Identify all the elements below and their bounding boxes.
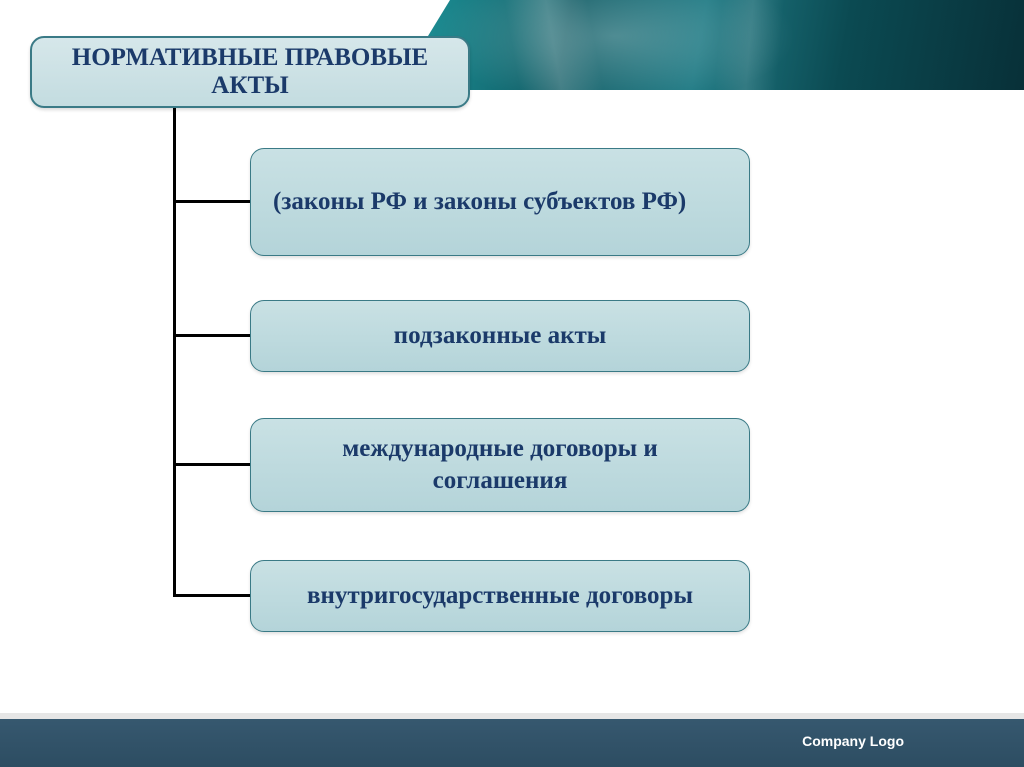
- slide-canvas: НОРМАТИВНЫЕ ПРАВОВЫЕ АКТЫ законы (законы…: [0, 0, 1024, 767]
- connector-trunk: [173, 108, 176, 596]
- node-child-2: подзаконные акты: [250, 300, 750, 372]
- node-root: НОРМАТИВНЫЕ ПРАВОВЫЕ АКТЫ: [30, 36, 470, 108]
- footer-accent: [0, 713, 1024, 719]
- node-root-label: НОРМАТИВНЫЕ ПРАВОВЫЕ АКТЫ: [42, 44, 458, 100]
- footer-band: Company Logo: [0, 719, 1024, 767]
- node-child-4-label: внутригосударственные договоры: [307, 580, 693, 613]
- node-child-1: (законы РФ и законы субъектов РФ): [250, 148, 750, 256]
- node-child-2-label: подзаконные акты: [394, 320, 607, 353]
- connector-branch-4: [173, 594, 250, 597]
- node-child-4: внутригосударственные договоры: [250, 560, 750, 632]
- node-child-3: международные договоры и соглашения: [250, 418, 750, 512]
- node-child-3-label: международные договоры и соглашения: [273, 433, 727, 498]
- connector-branch-3: [173, 463, 250, 466]
- connector-branch-2: [173, 334, 250, 337]
- connector-branch-1: [173, 200, 250, 203]
- node-child-1-label: (законы РФ и законы субъектов РФ): [273, 186, 686, 219]
- footer-text: Company Logo: [802, 733, 904, 749]
